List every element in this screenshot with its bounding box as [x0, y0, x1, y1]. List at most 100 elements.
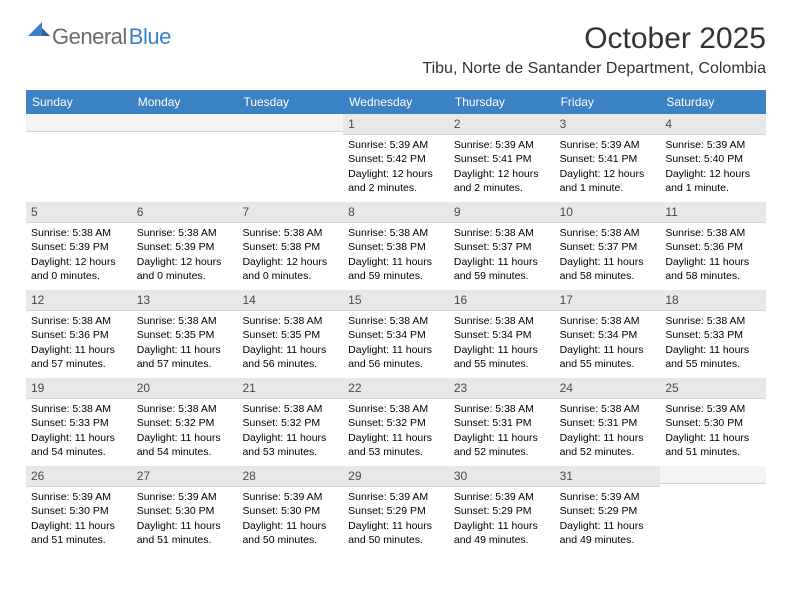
day-cell: 15Sunrise: 5:38 AMSunset: 5:34 PMDayligh… — [343, 290, 449, 378]
day-body: Sunrise: 5:39 AMSunset: 5:41 PMDaylight:… — [449, 135, 555, 201]
sunrise: Sunrise: 5:38 AM — [242, 226, 338, 240]
sunrise: Sunrise: 5:38 AM — [137, 402, 233, 416]
sunset: Sunset: 5:32 PM — [242, 416, 338, 430]
week-row: 19Sunrise: 5:38 AMSunset: 5:33 PMDayligh… — [26, 378, 766, 466]
sunset: Sunset: 5:36 PM — [31, 328, 127, 342]
daylight: Daylight: 11 hours and 58 minutes. — [665, 255, 761, 283]
day-cell: 20Sunrise: 5:38 AMSunset: 5:32 PMDayligh… — [132, 378, 238, 466]
sunset: Sunset: 5:29 PM — [454, 504, 550, 518]
daylight: Daylight: 11 hours and 55 minutes. — [454, 343, 550, 371]
day-cell: 10Sunrise: 5:38 AMSunset: 5:37 PMDayligh… — [555, 202, 661, 290]
sunrise: Sunrise: 5:38 AM — [665, 226, 761, 240]
sunrise: Sunrise: 5:38 AM — [242, 402, 338, 416]
sunrise: Sunrise: 5:39 AM — [137, 490, 233, 504]
day-number: 13 — [132, 290, 238, 311]
sunset: Sunset: 5:34 PM — [348, 328, 444, 342]
logo-shape — [28, 22, 50, 43]
sunrise: Sunrise: 5:39 AM — [348, 490, 444, 504]
title-block: October 2025 Tibu, Norte de Santander De… — [422, 22, 766, 78]
daylight: Daylight: 11 hours and 59 minutes. — [454, 255, 550, 283]
day-body: Sunrise: 5:38 AMSunset: 5:32 PMDaylight:… — [237, 399, 343, 465]
sunrise: Sunrise: 5:39 AM — [665, 138, 761, 152]
sunset: Sunset: 5:38 PM — [242, 240, 338, 254]
day-cell — [237, 114, 343, 202]
sunrise: Sunrise: 5:38 AM — [348, 314, 444, 328]
day-number: 17 — [555, 290, 661, 311]
day-number — [237, 114, 343, 132]
sunset: Sunset: 5:33 PM — [665, 328, 761, 342]
sunset: Sunset: 5:29 PM — [348, 504, 444, 518]
sunset: Sunset: 5:35 PM — [137, 328, 233, 342]
sunset: Sunset: 5:41 PM — [560, 152, 656, 166]
day-number — [132, 114, 238, 132]
day-number: 6 — [132, 202, 238, 223]
sunset: Sunset: 5:37 PM — [560, 240, 656, 254]
daylight: Daylight: 11 hours and 55 minutes. — [665, 343, 761, 371]
day-number: 23 — [449, 378, 555, 399]
day-cell: 1Sunrise: 5:39 AMSunset: 5:42 PMDaylight… — [343, 114, 449, 202]
sunset: Sunset: 5:41 PM — [454, 152, 550, 166]
day-cell: 16Sunrise: 5:38 AMSunset: 5:34 PMDayligh… — [449, 290, 555, 378]
day-body: Sunrise: 5:39 AMSunset: 5:30 PMDaylight:… — [237, 487, 343, 553]
day-body: Sunrise: 5:38 AMSunset: 5:31 PMDaylight:… — [555, 399, 661, 465]
daylight: Daylight: 11 hours and 54 minutes. — [31, 431, 127, 459]
sunset: Sunset: 5:31 PM — [560, 416, 656, 430]
day-number: 14 — [237, 290, 343, 311]
day-body: Sunrise: 5:38 AMSunset: 5:34 PMDaylight:… — [343, 311, 449, 377]
week-row: 1Sunrise: 5:39 AMSunset: 5:42 PMDaylight… — [26, 114, 766, 202]
daylight: Daylight: 11 hours and 50 minutes. — [348, 519, 444, 547]
day-cell: 24Sunrise: 5:38 AMSunset: 5:31 PMDayligh… — [555, 378, 661, 466]
day-number — [26, 114, 132, 132]
daylight: Daylight: 12 hours and 0 minutes. — [31, 255, 127, 283]
day-number: 7 — [237, 202, 343, 223]
daylight: Daylight: 11 hours and 51 minutes. — [665, 431, 761, 459]
day-body: Sunrise: 5:38 AMSunset: 5:33 PMDaylight:… — [660, 311, 766, 377]
day-number: 8 — [343, 202, 449, 223]
day-number: 9 — [449, 202, 555, 223]
day-number: 16 — [449, 290, 555, 311]
day-number: 29 — [343, 466, 449, 487]
day-cell: 31Sunrise: 5:39 AMSunset: 5:29 PMDayligh… — [555, 466, 661, 554]
sunrise: Sunrise: 5:38 AM — [454, 314, 550, 328]
weekday-header: Sunday Monday Tuesday Wednesday Thursday… — [26, 90, 766, 114]
logo-text-1: General — [52, 24, 127, 50]
sunset: Sunset: 5:30 PM — [31, 504, 127, 518]
week-row: 26Sunrise: 5:39 AMSunset: 5:30 PMDayligh… — [26, 466, 766, 554]
sunset: Sunset: 5:30 PM — [665, 416, 761, 430]
daylight: Daylight: 11 hours and 55 minutes. — [560, 343, 656, 371]
daylight: Daylight: 11 hours and 49 minutes. — [454, 519, 550, 547]
sunset: Sunset: 5:39 PM — [31, 240, 127, 254]
day-cell: 27Sunrise: 5:39 AMSunset: 5:30 PMDayligh… — [132, 466, 238, 554]
day-cell — [660, 466, 766, 554]
sunrise: Sunrise: 5:38 AM — [560, 314, 656, 328]
day-number: 20 — [132, 378, 238, 399]
day-cell: 18Sunrise: 5:38 AMSunset: 5:33 PMDayligh… — [660, 290, 766, 378]
daylight: Daylight: 11 hours and 51 minutes. — [31, 519, 127, 547]
day-body: Sunrise: 5:38 AMSunset: 5:35 PMDaylight:… — [132, 311, 238, 377]
sunrise: Sunrise: 5:38 AM — [31, 402, 127, 416]
day-cell: 28Sunrise: 5:39 AMSunset: 5:30 PMDayligh… — [237, 466, 343, 554]
daylight: Daylight: 12 hours and 1 minute. — [560, 167, 656, 195]
sunset: Sunset: 5:37 PM — [454, 240, 550, 254]
sunrise: Sunrise: 5:39 AM — [242, 490, 338, 504]
day-number: 5 — [26, 202, 132, 223]
weekday-label: Wednesday — [343, 90, 449, 114]
day-cell: 23Sunrise: 5:38 AMSunset: 5:31 PMDayligh… — [449, 378, 555, 466]
sunrise: Sunrise: 5:38 AM — [560, 402, 656, 416]
daylight: Daylight: 11 hours and 56 minutes. — [348, 343, 444, 371]
day-body: Sunrise: 5:39 AMSunset: 5:41 PMDaylight:… — [555, 135, 661, 201]
logo: General Blue — [26, 22, 171, 51]
sunset: Sunset: 5:29 PM — [560, 504, 656, 518]
day-body: Sunrise: 5:38 AMSunset: 5:31 PMDaylight:… — [449, 399, 555, 465]
daylight: Daylight: 11 hours and 51 minutes. — [137, 519, 233, 547]
day-body: Sunrise: 5:39 AMSunset: 5:29 PMDaylight:… — [343, 487, 449, 553]
sunset: Sunset: 5:30 PM — [242, 504, 338, 518]
day-number: 12 — [26, 290, 132, 311]
daylight: Daylight: 11 hours and 54 minutes. — [137, 431, 233, 459]
sunrise: Sunrise: 5:38 AM — [31, 226, 127, 240]
day-cell: 26Sunrise: 5:39 AMSunset: 5:30 PMDayligh… — [26, 466, 132, 554]
day-body: Sunrise: 5:38 AMSunset: 5:38 PMDaylight:… — [343, 223, 449, 289]
day-cell: 14Sunrise: 5:38 AMSunset: 5:35 PMDayligh… — [237, 290, 343, 378]
day-cell — [132, 114, 238, 202]
day-number: 31 — [555, 466, 661, 487]
